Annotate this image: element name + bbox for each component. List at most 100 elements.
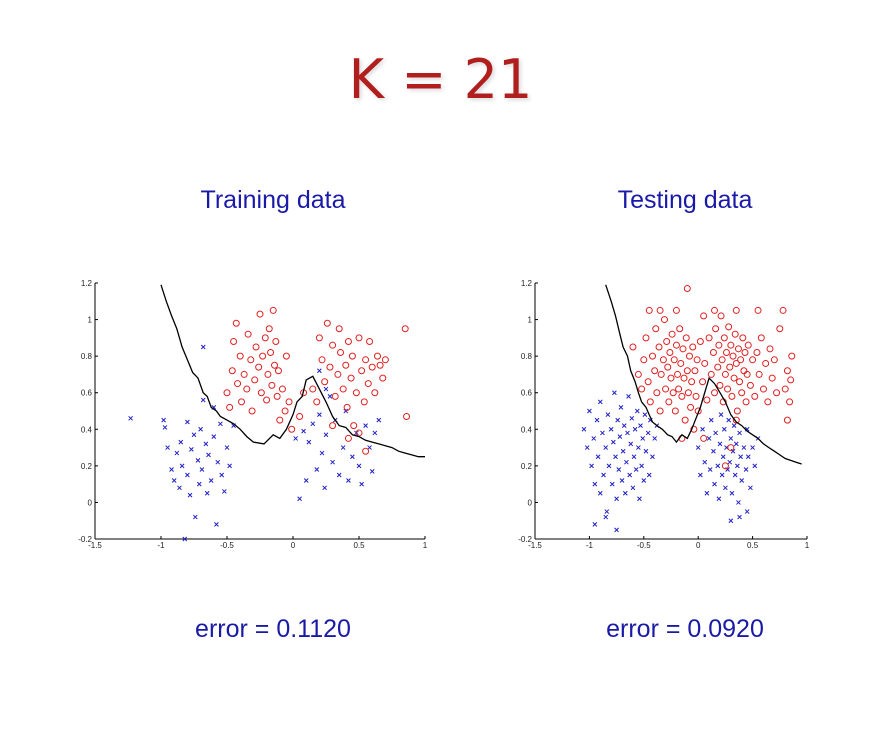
blue-x-point [743, 467, 749, 472]
blue-x-point [310, 421, 316, 427]
y-tick-label: 1 [528, 316, 533, 325]
blue-x-point [625, 430, 630, 436]
red-circle-point [743, 370, 751, 378]
red-circle-point [329, 422, 337, 430]
red-circle-point [725, 323, 733, 331]
red-circle-point [638, 385, 646, 393]
blue-x-point [695, 445, 701, 450]
red-circle-point [263, 396, 271, 404]
blue-x-point [359, 481, 364, 487]
blue-x-point [716, 496, 722, 502]
blue-x-point [592, 481, 598, 487]
red-circle-point [649, 352, 657, 360]
blue-x-point [323, 386, 329, 392]
blue-x-point [169, 467, 174, 472]
red-circle-point [764, 398, 772, 406]
blue-x-point [178, 439, 184, 445]
blue-x-point [317, 368, 322, 374]
red-circle-point [232, 319, 240, 327]
y-tick-label: 0.8 [521, 352, 533, 361]
red-circle-point [267, 348, 275, 356]
x-tick-label: 0 [696, 541, 701, 550]
blue-x-point [206, 452, 211, 458]
red-circle-point [368, 363, 376, 371]
blue-x-point [728, 518, 734, 524]
red-circle-point [339, 385, 347, 393]
red-circle-point [759, 385, 767, 393]
red-circle-point [783, 367, 791, 375]
red-circle-point [712, 325, 720, 333]
blue-x-point [733, 441, 739, 447]
red-circle-point [721, 462, 729, 470]
red-circle-point [736, 378, 744, 386]
blue-x-point [642, 412, 648, 418]
red-circle-point [646, 398, 654, 406]
blue-x-point [165, 445, 170, 450]
red-circle-point [671, 407, 679, 415]
training-chart-title: Training data [200, 186, 346, 214]
blue-x-point [215, 459, 221, 465]
blue-x-point [174, 450, 180, 456]
blue-x-point [726, 417, 732, 423]
red-circle-point [721, 370, 729, 378]
testing-scatter-plot: -1.5 -1 -0.5 0 0.5 1 -0.2 0 0.2 0.4 0.6 0.8 1 1.2 [518, 279, 810, 550]
red-circle-point [348, 352, 356, 360]
red-circle-point [753, 348, 761, 356]
blue-x-point [712, 481, 717, 487]
blue-x-point [735, 463, 740, 469]
red-circle-point [360, 398, 368, 406]
red-circle-point [261, 334, 269, 342]
red-circle-point [278, 385, 286, 393]
blue-x-point [729, 490, 735, 496]
red-circle-point [685, 352, 693, 360]
blue-x-point [376, 417, 382, 423]
red-circle-point [226, 403, 234, 411]
red-circle-point [674, 370, 682, 378]
red-circle-point [274, 367, 282, 375]
red-circle-point [700, 312, 708, 320]
blue-x-point [639, 463, 644, 469]
red-circle-point [334, 370, 342, 378]
red-circle-point [714, 363, 722, 371]
red-circle-point [653, 389, 661, 397]
y-tick-label: 0.4 [81, 425, 93, 434]
red-circle-point [677, 359, 685, 367]
blue-x-point [650, 454, 655, 460]
blue-x-point [367, 445, 372, 450]
decision-boundary-line [160, 284, 425, 458]
blue-x-point [356, 463, 362, 469]
blue-x-point [581, 426, 587, 432]
blue-x-point [591, 436, 597, 441]
red-circle-point [727, 444, 735, 452]
red-circle-point [732, 416, 740, 424]
red-circle-point [741, 348, 749, 356]
x-tick-label: 1 [805, 541, 810, 550]
red-circle-point [379, 374, 387, 382]
red-circle-point [696, 338, 704, 346]
blue-x-point [227, 463, 232, 469]
red-circle-point [335, 325, 343, 333]
x-tick-label: 0.5 [747, 541, 759, 550]
red-circle-point [749, 356, 757, 364]
red-circle-point [692, 392, 700, 400]
blue-x-point [728, 436, 734, 441]
red-circle-point [651, 367, 659, 375]
y-tick-label: 1.2 [521, 279, 533, 288]
red-circle-point [683, 284, 691, 292]
red-circle-point [701, 359, 709, 367]
red-circle-point [256, 310, 264, 318]
blue-x-point [624, 459, 629, 465]
y-tick-label: 0 [528, 498, 533, 507]
blue-x-point [604, 509, 610, 514]
red-circle-point [715, 341, 723, 349]
blue-x-point [629, 415, 635, 421]
red-circle-point [296, 412, 304, 420]
blue-x-point [363, 423, 368, 428]
blue-x-point [297, 496, 302, 502]
blue-x-point [731, 423, 737, 428]
training-error-label: error = 0.1120 [195, 615, 351, 643]
red-circle-point [768, 374, 776, 382]
red-circle-point [642, 334, 650, 342]
red-circle-point [716, 381, 724, 389]
blue-x-point [323, 432, 329, 438]
